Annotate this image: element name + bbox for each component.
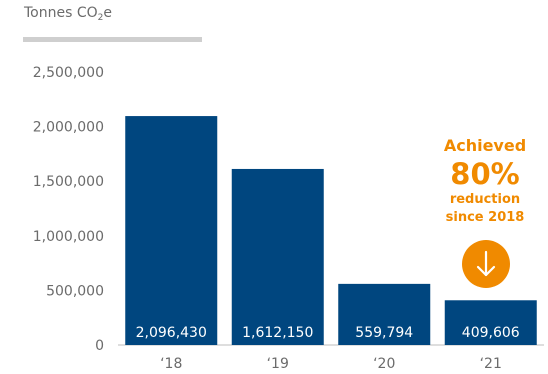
y-tick-label: 1,500,000 [33, 174, 104, 190]
x-tick-label: ‘19 [267, 356, 289, 372]
y-tick-label: 0 [95, 338, 104, 354]
bar [444, 300, 537, 345]
callout-since: since 2018 [445, 210, 525, 225]
bar [338, 283, 431, 345]
x-tick-label: ‘20 [373, 356, 395, 372]
callout-achieved: Achieved [443, 136, 527, 155]
unit-tail: e [103, 5, 112, 21]
y-axis-unit-label: Tonnes CO2e [24, 5, 112, 23]
y-tick-label: 500,000 [46, 283, 104, 299]
unit-main: Tonnes CO [24, 5, 98, 21]
bar-value-label: 2,096,430 [136, 325, 207, 341]
bar-value-label: 1,612,150 [242, 325, 313, 341]
bar [125, 116, 218, 345]
reduction-callout: Achieved 80% reduction since 2018 [426, 135, 544, 227]
bar-value-label: 559,794 [355, 325, 413, 341]
x-tick-label: ‘18 [160, 356, 182, 372]
callout-reduction: reduction [449, 192, 521, 207]
unit-subscript: 2 [97, 13, 104, 23]
callout-percentage: 80% [450, 157, 520, 191]
y-tick-label: 2,000,000 [33, 120, 104, 136]
y-tick-label: 1,000,000 [33, 229, 104, 245]
y-tick-label: 2,500,000 [33, 65, 104, 81]
x-tick-label: ‘21 [480, 356, 502, 372]
bar [231, 168, 324, 345]
unit-underline [23, 37, 202, 42]
arrow-down-icon [462, 240, 510, 288]
bar-value-label: 409,606 [462, 325, 520, 341]
